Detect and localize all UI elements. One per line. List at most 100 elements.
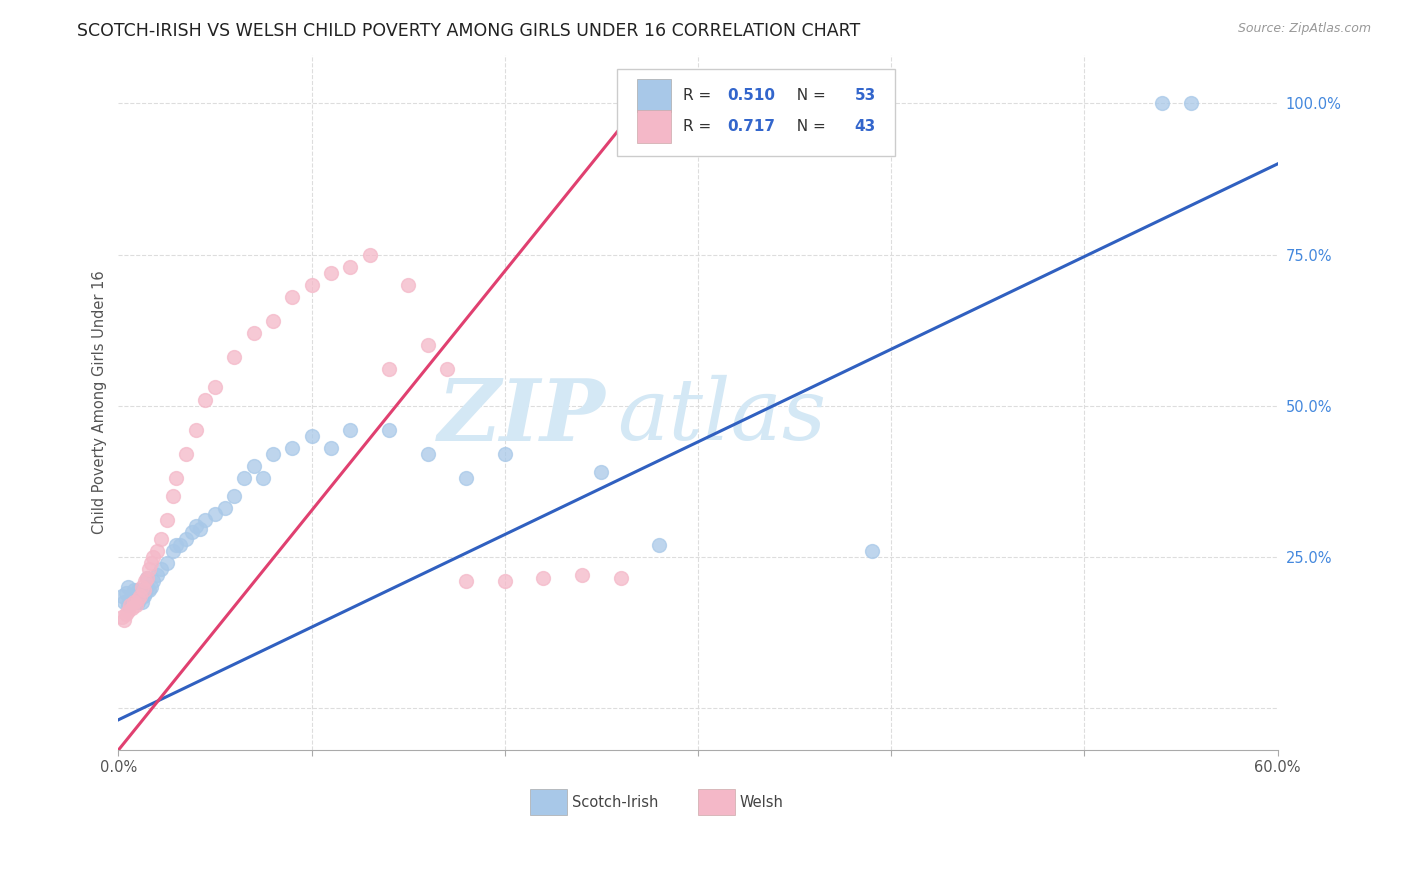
Point <box>648 537 671 551</box>
Point <box>128 589 150 603</box>
Point <box>131 595 153 609</box>
Point <box>134 586 156 600</box>
Point <box>136 571 159 585</box>
Text: Welsh: Welsh <box>740 795 783 810</box>
Point <box>319 266 342 280</box>
Point <box>319 441 342 455</box>
Point <box>122 595 145 609</box>
Point <box>118 591 141 606</box>
Point <box>162 543 184 558</box>
Point <box>127 591 149 606</box>
Point <box>131 580 153 594</box>
Point <box>301 277 323 292</box>
Point <box>591 465 613 479</box>
Point <box>339 260 361 274</box>
Text: 43: 43 <box>855 120 876 134</box>
Point <box>214 501 236 516</box>
Point <box>115 586 138 600</box>
Point <box>242 458 264 473</box>
Point <box>571 567 593 582</box>
FancyBboxPatch shape <box>637 78 671 112</box>
Point <box>165 537 187 551</box>
Point <box>169 537 191 551</box>
Point <box>132 582 155 597</box>
Point <box>138 562 160 576</box>
Point <box>359 247 381 261</box>
Point <box>494 447 516 461</box>
Point <box>125 598 148 612</box>
Text: atlas: atlas <box>617 376 825 458</box>
Point <box>128 589 150 603</box>
Text: Source: ZipAtlas.com: Source: ZipAtlas.com <box>1237 22 1371 36</box>
Point <box>860 543 883 558</box>
Text: 0.510: 0.510 <box>727 88 775 103</box>
Point <box>134 574 156 588</box>
Point <box>141 556 163 570</box>
Text: R =: R = <box>683 120 716 134</box>
FancyBboxPatch shape <box>530 789 567 815</box>
Text: ZIP: ZIP <box>437 375 605 458</box>
Point <box>242 326 264 340</box>
Point <box>396 277 419 292</box>
Point <box>146 543 169 558</box>
Point <box>262 447 284 461</box>
Point <box>136 580 159 594</box>
Y-axis label: Child Poverty Among Girls Under 16: Child Poverty Among Girls Under 16 <box>93 271 107 534</box>
Point <box>122 589 145 603</box>
Point <box>125 591 148 606</box>
Point <box>136 571 159 585</box>
FancyBboxPatch shape <box>617 69 896 156</box>
Point <box>121 601 143 615</box>
Point <box>262 314 284 328</box>
Point <box>127 595 149 609</box>
Point <box>111 610 134 624</box>
Point <box>339 423 361 437</box>
Point <box>194 392 217 407</box>
Point <box>194 513 217 527</box>
Point <box>1150 96 1173 111</box>
Point <box>416 447 439 461</box>
Text: SCOTCH-IRISH VS WELSH CHILD POVERTY AMONG GIRLS UNDER 16 CORRELATION CHART: SCOTCH-IRISH VS WELSH CHILD POVERTY AMON… <box>77 22 860 40</box>
Text: 0.717: 0.717 <box>727 120 775 134</box>
Point <box>609 571 631 585</box>
Text: N =: N = <box>787 88 831 103</box>
Point <box>378 362 401 376</box>
Point <box>204 380 226 394</box>
Point <box>118 598 141 612</box>
Point <box>141 580 163 594</box>
Point <box>378 423 401 437</box>
Point <box>416 338 439 352</box>
Point <box>142 549 165 564</box>
Point <box>149 562 172 576</box>
Point <box>156 513 179 527</box>
Point <box>174 532 197 546</box>
Point <box>117 580 139 594</box>
Point <box>122 582 145 597</box>
Point <box>121 595 143 609</box>
Point <box>117 598 139 612</box>
FancyBboxPatch shape <box>637 110 671 144</box>
Point <box>456 574 478 588</box>
Text: N =: N = <box>787 120 831 134</box>
Point <box>184 519 207 533</box>
Point <box>142 574 165 588</box>
Point <box>111 589 134 603</box>
Point <box>301 429 323 443</box>
Point <box>162 489 184 503</box>
Point <box>112 613 135 627</box>
Point <box>233 471 256 485</box>
Point <box>184 423 207 437</box>
Point <box>224 351 246 365</box>
Point <box>138 582 160 597</box>
Point <box>112 595 135 609</box>
Point <box>494 574 516 588</box>
Point <box>456 471 478 485</box>
FancyBboxPatch shape <box>697 789 735 815</box>
Point <box>533 571 555 585</box>
Text: R =: R = <box>683 88 716 103</box>
Point <box>132 589 155 603</box>
Point <box>252 471 274 485</box>
Point <box>131 586 153 600</box>
Point <box>224 489 246 503</box>
Point <box>115 607 138 621</box>
